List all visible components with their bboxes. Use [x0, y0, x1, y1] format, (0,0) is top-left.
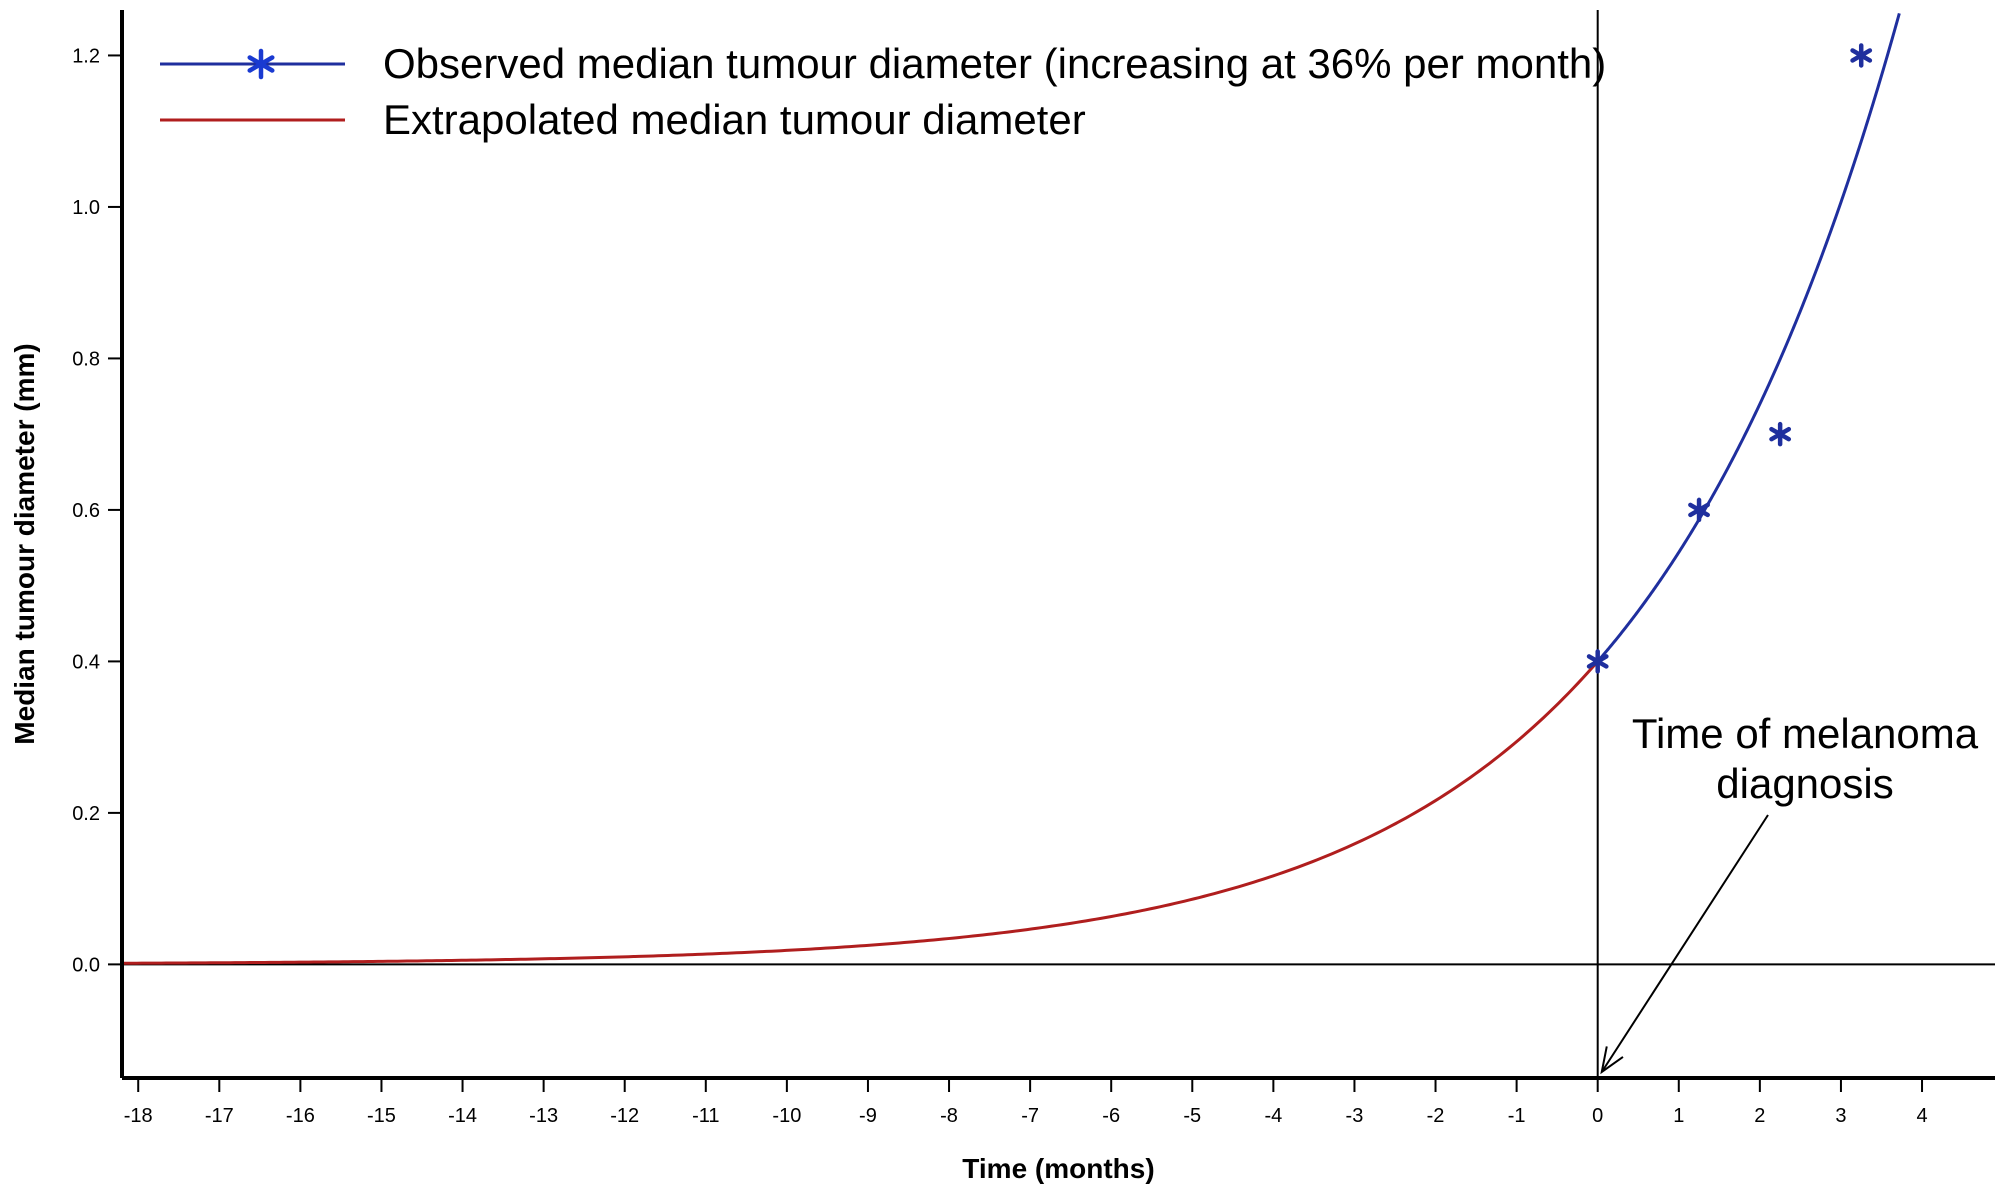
star-stroke [1850, 48, 1873, 63]
data-point-1 [1688, 497, 1710, 523]
data-point-2 [1769, 421, 1792, 447]
x-tick-label: 4 [1916, 1105, 1927, 1127]
legend-star-marker [247, 48, 275, 80]
star-stroke [247, 55, 275, 73]
data-point-3 [1850, 43, 1873, 68]
x-tick-label: -2 [1427, 1105, 1445, 1127]
x-tick-label: -4 [1264, 1105, 1282, 1127]
y-tick-label: 0.6 [72, 500, 100, 522]
x-tick-label: -5 [1183, 1105, 1201, 1127]
x-tick-label: -7 [1021, 1105, 1039, 1127]
x-tick-label: 3 [1835, 1105, 1846, 1127]
y-tick-label: 1.2 [72, 45, 100, 67]
annotation-line-1: Time of melanoma [1632, 710, 1979, 757]
x-tick-label: 2 [1754, 1105, 1765, 1127]
series-observed-line [1596, 12, 1901, 663]
x-tick-label: -8 [940, 1105, 958, 1127]
annotation-arrow-head [1600, 1046, 1624, 1075]
x-tick-label: -15 [367, 1105, 396, 1127]
annotation-arrow-shaft [1600, 814, 1769, 1073]
y-axis-title: Median tumour diameter (mm) [9, 343, 40, 744]
legend-label-extrapolated: Extrapolated median tumour diameter [383, 96, 1086, 143]
x-tick-label: -16 [286, 1105, 315, 1127]
legend: Observed median tumour diameter (increas… [160, 40, 1606, 143]
series-extrapolated-line [122, 660, 1599, 965]
legend-label-observed: Observed median tumour diameter (increas… [383, 40, 1606, 87]
x-tick-label: 1 [1673, 1105, 1684, 1127]
y-tick-label: 0.8 [72, 348, 100, 370]
x-tick-label: -14 [448, 1105, 477, 1127]
x-tick-label: -12 [610, 1105, 639, 1127]
plot-area [122, 10, 1995, 1078]
x-tick-label: -11 [692, 1105, 719, 1127]
x-tick-label: -10 [772, 1105, 801, 1127]
x-tick-label: -9 [859, 1105, 877, 1127]
x-tick-label: -18 [124, 1105, 153, 1127]
star-stroke [1688, 502, 1710, 518]
x-tick-label: -1 [1508, 1105, 1526, 1127]
x-tick-label: -3 [1346, 1105, 1364, 1127]
data-point-0 [1586, 649, 1609, 674]
y-tick-label: 0.4 [72, 651, 100, 673]
star-stroke [1769, 426, 1792, 442]
x-tick-label: -13 [529, 1105, 558, 1127]
x-tick-label: -17 [205, 1105, 234, 1127]
axes: -18 -17 -16 -15 -14 -13 -12 -11 -10 -9 -8 -7 -6 -5 -4-… [9, 10, 1995, 1184]
y-tick-label: 0.2 [72, 803, 100, 825]
y-tick-label: 0.0 [72, 954, 100, 976]
x-tick-label: 0 [1592, 1105, 1603, 1127]
x-tick-label: -6 [1102, 1105, 1120, 1127]
x-axis-title: Time (months) [962, 1153, 1154, 1184]
annotation-line-2: diagnosis [1716, 760, 1893, 807]
star-stroke [1586, 654, 1609, 669]
y-tick-label: 1.0 [72, 197, 100, 219]
